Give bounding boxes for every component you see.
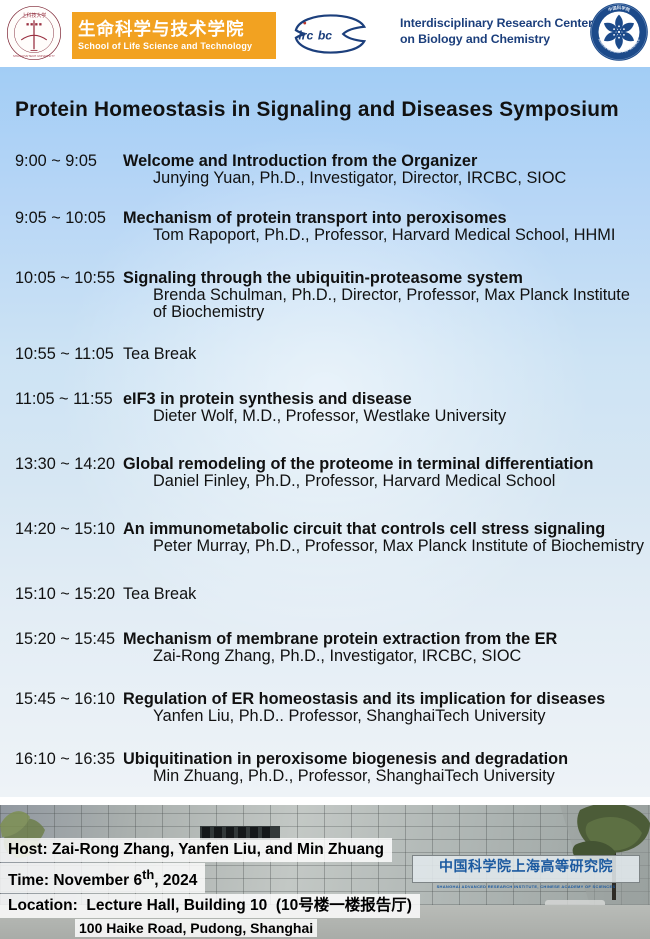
svg-text:bc: bc [318, 28, 332, 42]
svg-text:irc: irc [298, 28, 313, 42]
svg-text:SHANGHAITECH UNIVERSITY: SHANGHAITECH UNIVERSITY [13, 54, 55, 58]
